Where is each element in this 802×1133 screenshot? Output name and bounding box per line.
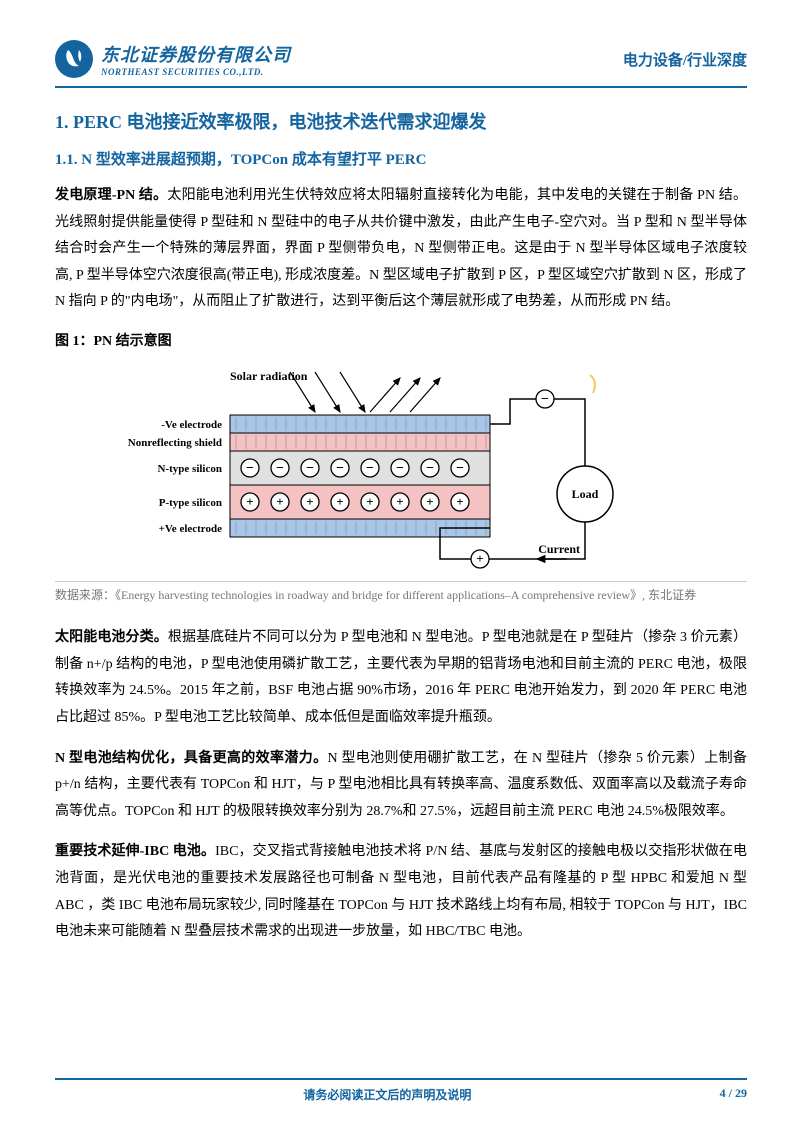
svg-text:Current: Current xyxy=(538,542,580,556)
paragraph-2: 太阳能电池分类。根据基底硅片不同可以分为 P 型电池和 N 型电池。P 型电池就… xyxy=(55,625,747,731)
logo-block: 东北证券股份有限公司 NORTHEAST SECURITIES CO.,LTD. xyxy=(55,40,291,78)
para1-lead: 发电原理-PN 结。 xyxy=(55,188,167,203)
svg-text:+: + xyxy=(246,494,253,509)
para1-body: 太阳能电池利用光生伏特效应将太阳辐射直接转化为电能，其中发电的关键在于制备 PN… xyxy=(55,188,747,309)
svg-text:+: + xyxy=(426,494,433,509)
page-footer: 请务必阅读正文后的声明及说明 4 / 29 xyxy=(55,1078,747,1103)
svg-text:−: − xyxy=(366,461,374,476)
figure-1: -Ve electrode Nonreflecting shield N-type … xyxy=(115,360,717,575)
figure-1-source: 数据来源：《Energy harvesting technologies in … xyxy=(55,581,747,605)
svg-text:+: + xyxy=(336,494,343,509)
svg-text:Load: Load xyxy=(572,487,599,501)
footer-page-number: 4 / 29 xyxy=(720,1086,747,1103)
company-name-en: NORTHEAST SECURITIES CO.,LTD. xyxy=(101,67,291,77)
svg-text:−: − xyxy=(426,461,434,476)
paragraph-3: N 型电池结构优化，具备更高的效率潜力。N 型电池则使用硼扩散工艺，在 N 型硅… xyxy=(55,746,747,826)
footer-disclaimer: 请务必阅读正文后的声明及说明 xyxy=(55,1086,720,1103)
svg-text:−: − xyxy=(456,461,464,476)
figure-1-title: 图 1：PN 结示意图 xyxy=(55,330,747,350)
svg-text:−: − xyxy=(336,461,344,476)
svg-text:−: − xyxy=(396,461,404,476)
paragraph-4: 重要技术延伸-IBC 电池。IBC，交叉指式背接触电池技术将 P/N 结、基底与… xyxy=(55,839,747,945)
section-heading-1: 1. PERC 电池接近效率极限，电池技术迭代需求迎爆发 xyxy=(55,108,747,134)
svg-text:P-type silicon: P-type silicon xyxy=(159,497,222,509)
report-category: 电力设备/行业深度 xyxy=(623,49,747,70)
para3-lead: N 型电池结构优化，具备更高的效率潜力。 xyxy=(55,751,327,766)
svg-text:Nonreflecting shield: Nonreflecting shield xyxy=(128,437,222,449)
svg-text:−: − xyxy=(541,392,549,407)
section-heading-1-1: 1.1. N 型效率进展超预期，TOPCon 成本有望打平 PERC xyxy=(55,148,747,169)
para2-lead: 太阳能电池分类。 xyxy=(55,630,168,645)
svg-text:−: − xyxy=(276,461,284,476)
svg-text:+: + xyxy=(306,494,313,509)
svg-text:+: + xyxy=(456,494,463,509)
svg-text:+: + xyxy=(366,494,373,509)
svg-text:+Ve electrode: +Ve electrode xyxy=(159,523,223,535)
svg-text:+: + xyxy=(396,494,403,509)
company-name-cn: 东北证券股份有限公司 xyxy=(101,41,291,67)
svg-text:-Ve electrode: -Ve electrode xyxy=(161,419,222,431)
para4-lead: 重要技术延伸-IBC 电池。 xyxy=(55,844,215,859)
svg-text:−: − xyxy=(306,461,314,476)
svg-text:+: + xyxy=(276,494,283,509)
paragraph-1: 发电原理-PN 结。太阳能电池利用光生伏特效应将太阳辐射直接转化为电能，其中发电… xyxy=(55,183,747,316)
svg-text:−: − xyxy=(246,461,254,476)
svg-text:N-type silicon: N-type silicon xyxy=(158,463,222,475)
company-logo-icon xyxy=(55,40,93,78)
svg-text:+: + xyxy=(476,551,483,566)
page-header: 东北证券股份有限公司 NORTHEAST SECURITIES CO.,LTD.… xyxy=(55,40,747,88)
